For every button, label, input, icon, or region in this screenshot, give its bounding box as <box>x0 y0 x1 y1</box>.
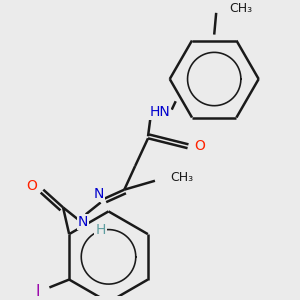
Text: I: I <box>35 284 40 299</box>
Text: N: N <box>78 215 88 229</box>
Text: O: O <box>194 139 205 153</box>
Text: H: H <box>95 223 106 237</box>
Text: CH₃: CH₃ <box>229 2 252 15</box>
Text: HN: HN <box>149 105 170 118</box>
Text: CH₃: CH₃ <box>171 171 194 184</box>
Text: O: O <box>26 179 37 193</box>
Text: N: N <box>93 187 104 201</box>
